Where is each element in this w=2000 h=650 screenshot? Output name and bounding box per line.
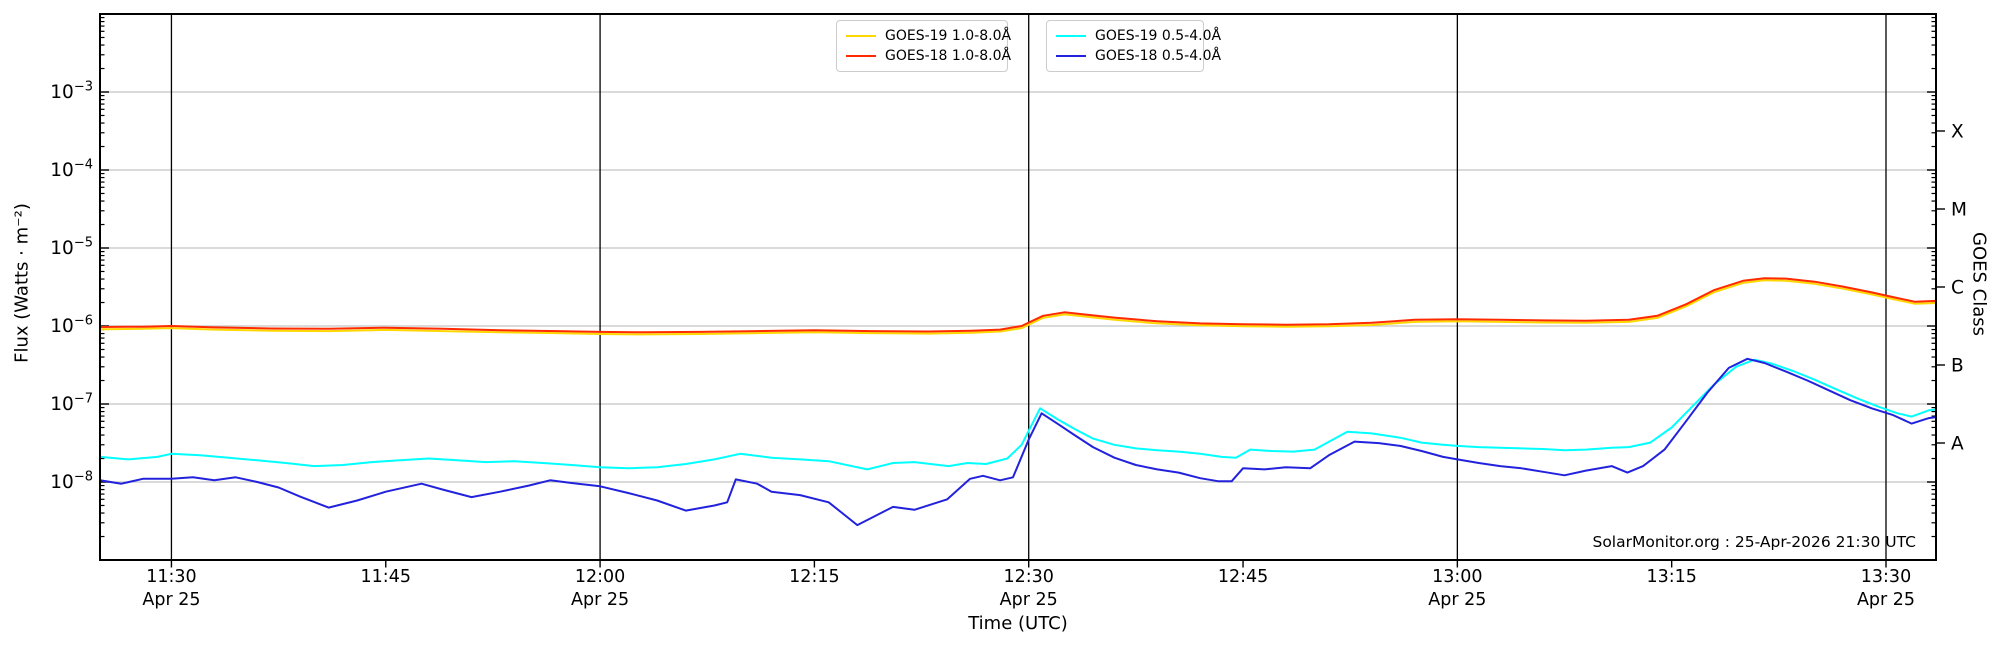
watermark-text: SolarMonitor.org : 25-Apr-2026 21:30 UTC (1592, 533, 1916, 551)
x-axis-label: Time (UTC) (968, 613, 1068, 634)
x-tick-time-label: 13:00 (1432, 567, 1482, 587)
series-line-goes-18-1-0-8-0- (100, 277, 1936, 334)
legend-entry: GOES-18 0.5-4.0Å (1056, 46, 1221, 66)
legend-box-2: GOES-19 0.5-4.0Å GOES-18 0.5-4.0Å (1046, 20, 1221, 72)
series-line-goes-19-0-5-4-0- (100, 358, 1936, 471)
x-tick-date-label: Apr 25 (1857, 590, 1915, 610)
legend-line-swatch (1056, 35, 1086, 37)
goes-class-label: A (1951, 434, 1964, 455)
legend-line-swatch (1056, 55, 1086, 57)
legend-entry-label: GOES-18 1.0-8.0Å (885, 48, 1012, 64)
x-tick-time-label: 12:45 (1218, 567, 1268, 587)
goes-class-label: C (1951, 278, 1964, 299)
y-axis-label-right: GOES Class (1968, 232, 1990, 336)
plot-frame (99, 13, 1937, 561)
y-tick-label: 10−6 (50, 314, 93, 338)
x-tick-time-label: 11:45 (361, 567, 411, 587)
x-tick-time-label: 12:15 (789, 567, 839, 587)
x-tick-time-label: 12:00 (575, 567, 625, 587)
goes-class-label: X (1951, 122, 1964, 143)
y-tick-label: 10−3 (50, 80, 93, 104)
legend-entry: GOES-18 1.0-8.0Å (846, 46, 1011, 66)
x-tick-date-label: Apr 25 (571, 590, 629, 610)
y-tick-label: 10−5 (50, 236, 93, 260)
y-tick-label: 10−8 (50, 470, 93, 494)
series-line-goes-19-1-0-8-0- (100, 279, 1936, 336)
series-line-goes-18-0-5-4-0- (100, 357, 1936, 527)
x-tick-time-label: 13:30 (1861, 567, 1911, 587)
legend-entry: GOES-19 0.5-4.0Å (1056, 26, 1221, 46)
legend-line-swatch (846, 35, 876, 37)
x-tick-date-label: Apr 25 (1000, 590, 1058, 610)
x-tick-time-label: 13:15 (1646, 567, 1696, 587)
legend-entry-label: GOES-19 0.5-4.0Å (1095, 28, 1222, 44)
y-tick-label: 10−7 (50, 392, 93, 416)
legend-entry-label: GOES-18 0.5-4.0Å (1095, 48, 1222, 64)
goes-class-label: M (1951, 200, 1967, 221)
x-tick-time-label: 12:30 (1003, 567, 1053, 587)
y-axis-label-left: Flux (Watts · m⁻²) (11, 203, 33, 363)
x-tick-date-label: Apr 25 (142, 590, 200, 610)
y-tick-label: 10−4 (50, 158, 93, 182)
x-tick-date-label: Apr 25 (1428, 590, 1486, 610)
legend-box-1: GOES-19 1.0-8.0Å GOES-18 1.0-8.0Å (836, 20, 1011, 72)
legend-line-swatch (846, 55, 876, 57)
x-tick-time-label: 11:30 (146, 567, 196, 587)
goes-class-label: B (1951, 356, 1964, 377)
legend-entry-label: GOES-19 1.0-8.0Å (885, 28, 1012, 44)
legend-entry: GOES-19 1.0-8.0Å (846, 26, 1011, 46)
